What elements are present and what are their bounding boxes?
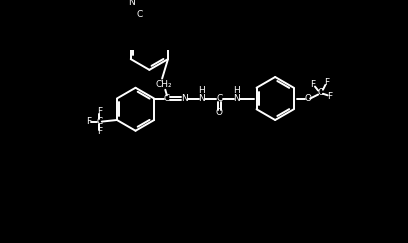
Text: CH₂: CH₂ — [155, 80, 172, 89]
Text: H: H — [233, 86, 240, 95]
Text: O: O — [304, 94, 311, 103]
Text: F: F — [324, 78, 330, 87]
Text: C: C — [317, 88, 324, 97]
Text: H: H — [199, 86, 205, 95]
Text: O: O — [216, 108, 223, 117]
Text: N: N — [129, 0, 135, 8]
Text: F: F — [97, 107, 102, 116]
Text: N: N — [181, 94, 188, 103]
Text: N: N — [199, 94, 205, 103]
Text: C: C — [137, 10, 143, 19]
Text: F: F — [86, 117, 92, 126]
Text: F: F — [328, 92, 333, 101]
Text: F: F — [97, 127, 102, 136]
Text: C: C — [216, 94, 222, 103]
Text: C: C — [164, 94, 170, 103]
Text: F: F — [310, 80, 315, 89]
Text: C: C — [96, 117, 102, 126]
Text: N: N — [233, 94, 240, 103]
